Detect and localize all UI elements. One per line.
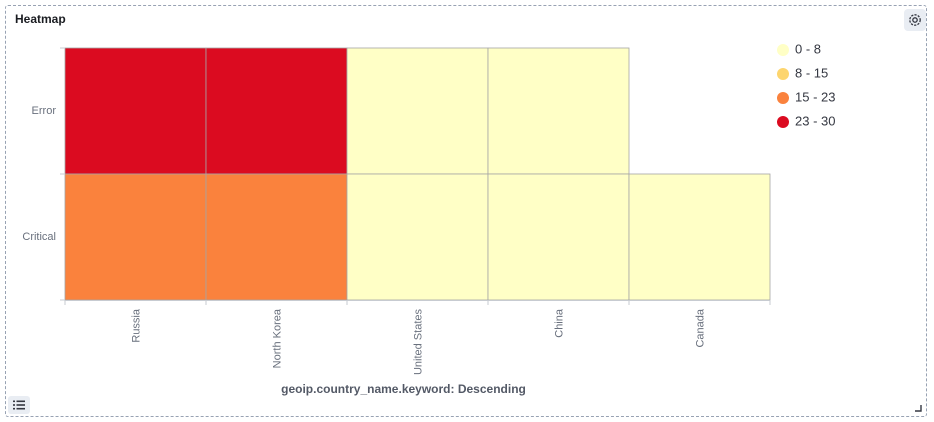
x-tick-label-canada: Canada	[694, 308, 706, 347]
heatmap-cell-canada-critical	[628, 173, 771, 301]
legend-label-23-30: 23 - 30	[795, 113, 835, 128]
y-tick-label-critical: Critical	[22, 231, 56, 243]
x-tick-label-north-korea: North Korea	[271, 308, 283, 368]
legend-swatch-8-15	[777, 68, 789, 80]
heatmap-cell-russia-critical	[64, 173, 207, 301]
x-tick-label-russia: Russia	[130, 308, 142, 343]
heatmap-cell-north-korea-critical	[205, 173, 348, 301]
x-axis-title: geoip.country_name.keyword: Descending	[281, 382, 526, 396]
legend-swatch-23-30	[777, 116, 789, 128]
heatmap-cell-china-error	[487, 47, 630, 175]
heatmap-cell-russia-error	[64, 47, 207, 175]
legend-label-0-8: 0 - 8	[795, 41, 821, 56]
x-tick-label-united-states: United States	[412, 309, 424, 376]
legend-swatch-0-8	[777, 44, 789, 56]
gear-icon	[909, 14, 921, 26]
y-tick-label-error: Error	[32, 105, 57, 117]
legend-label-15-23: 15 - 23	[795, 89, 835, 104]
panel-title: Heatmap	[15, 12, 66, 26]
heatmap-cell-china-critical	[487, 173, 630, 301]
heatmap-chart: Russia North Korea United States China Canad…	[22, 41, 835, 396]
settings-button[interactable]	[904, 9, 926, 31]
heatmap-panel: Heatmap Russia North Korea United States Ch…	[5, 5, 927, 417]
resize-handle-icon[interactable]	[914, 404, 922, 412]
legend-toggle-button[interactable]	[8, 396, 30, 414]
heatmap-cell-united-states-critical	[346, 173, 489, 301]
list-icon	[13, 400, 25, 410]
heatmap-cell-united-states-error	[346, 47, 489, 175]
x-tick-label-china: China	[553, 308, 565, 338]
legend-label-8-15: 8 - 15	[795, 65, 828, 80]
legend-swatch-15-23	[777, 92, 789, 104]
heatmap-cell-north-korea-error	[205, 47, 348, 175]
